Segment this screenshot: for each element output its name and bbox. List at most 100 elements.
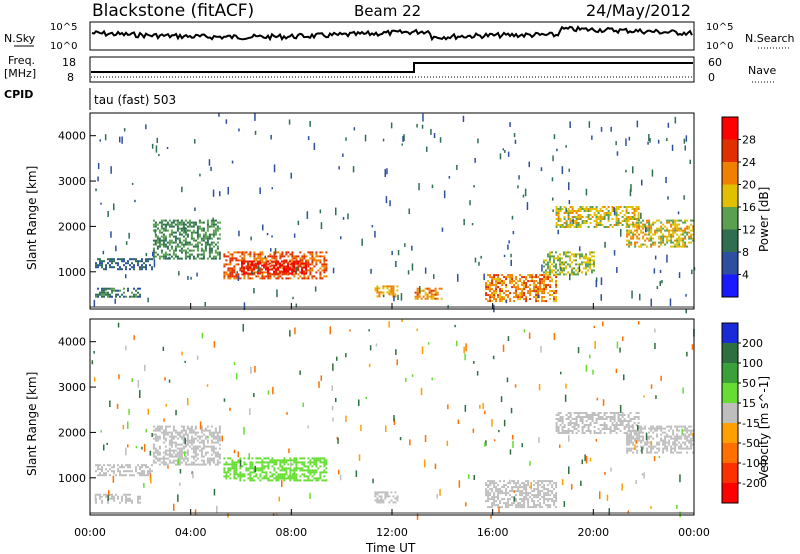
echo-cell bbox=[168, 253, 171, 256]
echo-cell bbox=[264, 255, 266, 259]
echo-cell bbox=[303, 465, 306, 468]
echo-cell bbox=[571, 271, 573, 274]
echo-cell bbox=[178, 241, 181, 244]
echo-cell bbox=[537, 484, 540, 487]
echo-cell bbox=[674, 227, 677, 230]
echo-cell bbox=[531, 500, 534, 503]
echo-cell bbox=[679, 511, 681, 518]
echo-cell bbox=[603, 428, 606, 430]
echo-cell bbox=[485, 500, 488, 503]
echo-cell bbox=[110, 166, 112, 174]
echo-cell bbox=[196, 233, 199, 236]
echo-cell bbox=[186, 243, 189, 246]
echo-cell bbox=[541, 288, 544, 291]
nave-tick-bottom: 0 bbox=[708, 71, 715, 84]
echo-cell bbox=[560, 371, 562, 375]
echo-cell bbox=[386, 491, 389, 494]
echo-cell bbox=[283, 461, 286, 464]
echo-cell bbox=[630, 449, 633, 452]
echo-cell bbox=[309, 273, 312, 276]
echo-cell bbox=[123, 128, 126, 132]
echo-cell bbox=[597, 212, 600, 214]
echo-cell bbox=[119, 470, 121, 473]
echo-cell bbox=[235, 372, 238, 380]
echo-cell bbox=[557, 255, 559, 258]
echo-cell bbox=[382, 287, 385, 290]
echo-cell bbox=[517, 504, 520, 507]
echo-cell bbox=[658, 229, 661, 232]
nsearch-label: N.Search bbox=[745, 32, 795, 45]
echo-cell bbox=[216, 453, 219, 456]
echo-cell bbox=[684, 245, 687, 248]
echo-cell bbox=[577, 347, 580, 354]
echo-cell bbox=[139, 468, 141, 471]
echo-cell bbox=[585, 456, 588, 464]
echo-cell bbox=[311, 277, 314, 280]
echo-cell bbox=[113, 470, 115, 473]
echo-cell bbox=[182, 457, 185, 460]
echo-cell bbox=[184, 241, 187, 244]
echo-cell bbox=[266, 232, 269, 236]
echo-cell bbox=[559, 218, 562, 220]
echo-cell bbox=[338, 469, 340, 475]
echo-cell bbox=[650, 447, 653, 450]
echo-cell bbox=[597, 218, 600, 220]
echo-cell bbox=[581, 422, 584, 424]
echo-cell bbox=[208, 237, 211, 240]
echo-cell bbox=[416, 291, 419, 294]
echo-cell bbox=[202, 233, 205, 236]
echo-cell bbox=[285, 265, 288, 268]
echo-cell bbox=[212, 441, 215, 444]
echo-cell bbox=[509, 494, 512, 497]
echo-cell bbox=[291, 259, 294, 262]
echo-cell bbox=[490, 514, 492, 519]
echo-cell bbox=[609, 430, 612, 432]
echo-cell bbox=[127, 497, 129, 500]
echo-cell bbox=[623, 420, 626, 422]
echo-cell bbox=[555, 414, 558, 416]
echo-cell bbox=[515, 498, 518, 501]
echo-cell bbox=[487, 486, 490, 489]
echo-cell bbox=[623, 206, 626, 208]
echo-cell bbox=[404, 243, 406, 247]
echo-cell bbox=[648, 231, 651, 234]
echo-cell bbox=[557, 218, 560, 220]
echo-cell bbox=[237, 473, 240, 476]
echo-cell bbox=[208, 445, 211, 448]
echo-cell bbox=[243, 262, 245, 265]
echo-cell bbox=[283, 260, 285, 263]
echo-cell bbox=[251, 268, 253, 271]
echo-cell bbox=[555, 290, 558, 293]
echo-cell bbox=[483, 273, 485, 281]
echo-cell bbox=[563, 261, 565, 264]
echo-cell bbox=[617, 418, 620, 420]
echo-cell bbox=[137, 464, 139, 467]
echo-cell bbox=[164, 437, 167, 440]
echo-cell bbox=[289, 277, 292, 280]
echo-cell bbox=[684, 427, 687, 430]
echo-cell bbox=[206, 439, 209, 442]
echo-cell bbox=[212, 233, 215, 236]
echo-cell bbox=[513, 490, 515, 493]
echo-cell bbox=[547, 265, 549, 268]
echo-cell bbox=[147, 260, 149, 263]
echo-cell bbox=[617, 420, 620, 422]
echo-cell bbox=[636, 445, 639, 448]
echo-cell bbox=[484, 410, 486, 415]
echo-cell bbox=[237, 275, 240, 281]
echo-cell bbox=[285, 467, 288, 470]
echo-cell bbox=[182, 429, 185, 432]
echo-cell bbox=[291, 475, 294, 478]
echo-cell bbox=[321, 277, 324, 280]
echo-cell bbox=[319, 251, 322, 254]
echo-cell bbox=[202, 253, 205, 256]
echo-cell bbox=[676, 439, 679, 442]
echo-cell bbox=[567, 418, 570, 420]
echo-cell bbox=[192, 463, 195, 466]
echo-cell bbox=[305, 469, 308, 472]
echo-cell bbox=[143, 474, 145, 477]
echo-cell bbox=[509, 276, 512, 279]
echo-cell bbox=[629, 420, 632, 422]
echo-cell bbox=[127, 493, 129, 496]
echo-cell bbox=[229, 253, 232, 256]
